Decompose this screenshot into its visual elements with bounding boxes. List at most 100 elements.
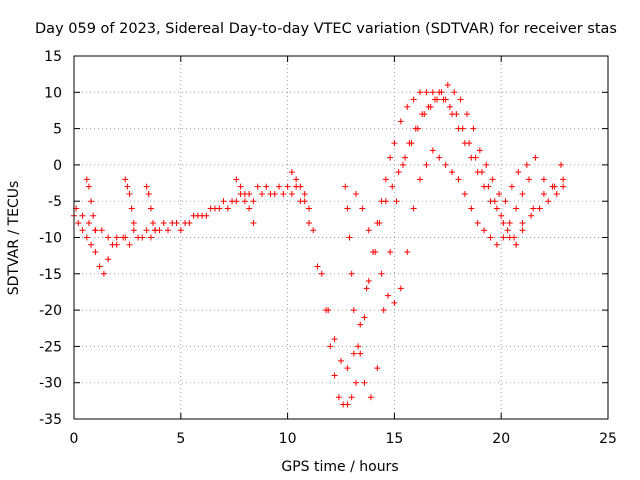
data-point	[216, 205, 223, 212]
y-axis-label: SDTVAR / TECUs	[6, 181, 22, 296]
data-point	[487, 234, 494, 241]
x-tick-label: 25	[599, 431, 617, 447]
data-point	[389, 183, 396, 190]
data-point	[431, 96, 438, 103]
data-point	[126, 190, 133, 197]
data-point	[342, 183, 349, 190]
data-point	[113, 241, 120, 248]
data-point	[417, 176, 424, 183]
data-point	[525, 176, 532, 183]
data-point	[406, 140, 413, 147]
data-point	[177, 227, 184, 234]
data-point	[412, 125, 419, 132]
data-point	[478, 169, 485, 176]
data-point	[250, 219, 257, 226]
data-point	[513, 241, 520, 248]
data-point	[335, 394, 342, 401]
data-point	[263, 183, 270, 190]
data-point	[305, 219, 312, 226]
data-point	[423, 161, 430, 168]
data-point	[79, 212, 86, 219]
data-point	[528, 212, 535, 219]
data-point	[376, 219, 383, 226]
data-point	[350, 307, 357, 314]
data-point	[357, 350, 364, 357]
data-point	[207, 205, 214, 212]
data-point	[491, 198, 498, 205]
data-point	[147, 205, 154, 212]
data-point	[500, 219, 507, 226]
data-point	[365, 227, 372, 234]
y-tick-label: -25	[39, 339, 62, 355]
data-point	[143, 227, 150, 234]
data-point	[355, 343, 362, 350]
data-point	[560, 183, 567, 190]
data-point	[493, 205, 500, 212]
data-point	[150, 219, 157, 226]
y-tick-label: -30	[39, 376, 62, 392]
data-point	[440, 96, 447, 103]
data-point	[419, 111, 426, 118]
data-point	[75, 219, 82, 226]
data-point	[288, 190, 295, 197]
data-point	[372, 249, 379, 256]
data-point	[327, 343, 334, 350]
data-point	[338, 357, 344, 364]
data-point	[508, 183, 515, 190]
series-track-d	[352, 147, 532, 306]
data-point	[344, 205, 351, 212]
data-point	[122, 176, 129, 183]
data-point	[466, 140, 473, 147]
x-axis-label: GPS time / hours	[281, 459, 398, 475]
data-point	[100, 270, 107, 277]
data-point	[382, 176, 389, 183]
x-tick-label: 20	[492, 431, 510, 447]
data-point	[429, 147, 436, 154]
data-point	[464, 111, 471, 118]
data-point	[367, 394, 374, 401]
y-tick-label: 10	[44, 85, 62, 101]
data-point	[346, 234, 353, 241]
data-point	[124, 183, 131, 190]
plot-frame	[73, 55, 609, 420]
x-tick-label: 15	[385, 431, 403, 447]
data-points	[71, 82, 567, 408]
data-point	[489, 176, 496, 183]
data-point	[553, 190, 560, 197]
data-point	[530, 205, 537, 212]
data-point	[357, 321, 364, 328]
data-point	[461, 190, 468, 197]
data-point	[519, 227, 526, 234]
data-point	[442, 161, 449, 168]
data-point	[113, 234, 120, 241]
data-point	[481, 227, 488, 234]
data-point	[380, 307, 387, 314]
data-point	[399, 161, 406, 168]
data-point	[455, 176, 462, 183]
data-point	[382, 198, 389, 205]
data-point	[318, 270, 325, 277]
data-point	[139, 234, 146, 241]
data-point	[314, 263, 321, 270]
data-point	[453, 111, 460, 118]
axis-ticks: 0 5 10 15 20 25 -35 -30 -25 -20 -15 -10 -5 0 5 10 15	[39, 49, 617, 447]
data-point	[126, 241, 133, 248]
data-point	[246, 205, 253, 212]
grid	[74, 56, 608, 419]
data-point	[220, 198, 227, 205]
data-point	[444, 82, 451, 89]
data-point	[276, 183, 283, 190]
data-point	[164, 227, 171, 234]
data-point	[451, 89, 458, 96]
data-point	[267, 190, 274, 197]
data-point	[498, 212, 505, 219]
data-point	[310, 227, 317, 234]
data-point	[199, 212, 206, 219]
data-point	[344, 401, 351, 408]
data-point	[474, 219, 481, 226]
data-point	[387, 154, 394, 161]
data-point	[384, 292, 391, 299]
data-point	[301, 198, 308, 205]
data-point	[395, 169, 402, 176]
data-point	[237, 183, 244, 190]
